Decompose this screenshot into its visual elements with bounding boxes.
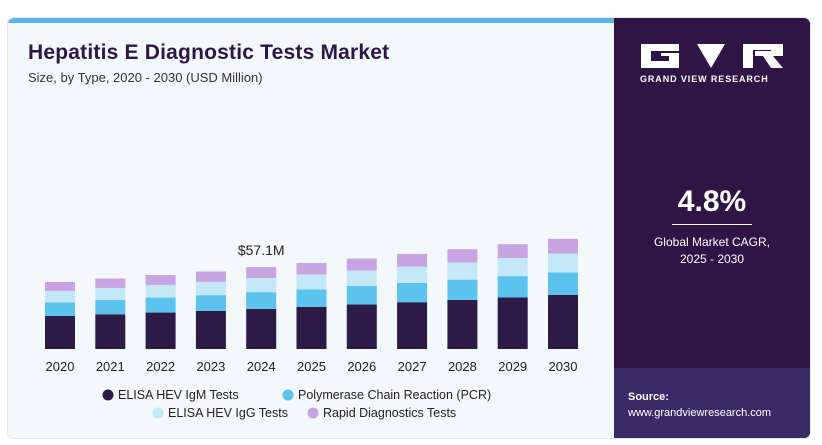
legend-swatch-elisa-hev-igg-tests: [152, 407, 164, 419]
bar-2025-polymerase-chain-reaction-pcr: [296, 289, 327, 307]
source-panel: [614, 368, 810, 438]
bar-2020-elisa-hev-igg-tests: [45, 290, 75, 303]
x-tick-label-2028: 2028: [448, 359, 477, 374]
bar-2026-polymerase-chain-reaction-pcr: [346, 286, 377, 305]
bar-2025-rapid-diagnostics-tests: [296, 263, 327, 275]
x-tick-label-2020: 2020: [46, 359, 75, 374]
bar-2020-polymerase-chain-reaction-pcr: [45, 302, 75, 316]
page-subtitle: Size, by Type, 2020 - 2030 (USD Million): [28, 70, 263, 85]
bar-2025-elisa-hev-igm-tests: [296, 306, 327, 349]
brand-name: GRAND VIEW RESEARCH: [640, 74, 769, 84]
chart-panel: Hepatitis E Diagnostic Tests Market Size…: [8, 18, 614, 438]
x-tick-label-2023: 2023: [196, 359, 225, 374]
bar-2030-elisa-hev-igg-tests: [548, 253, 578, 273]
legend-swatch-rapid-diagnostics-tests: [307, 407, 319, 419]
source-link[interactable]: www.grandviewresearch.com: [628, 407, 772, 419]
bar-2029-rapid-diagnostics-tests: [497, 244, 528, 259]
cagr-label: Global Market CAGR, 2025 - 2030: [614, 234, 810, 268]
bar-2024-elisa-hev-igm-tests: [246, 308, 277, 349]
x-tick-label-2027: 2027: [398, 359, 427, 374]
legend-swatch-polymerase-chain-reaction-pcr: [282, 389, 294, 401]
x-tick-label-2025: 2025: [297, 359, 326, 374]
bar-2029-elisa-hev-igg-tests: [497, 258, 528, 277]
bar-2024-rapid-diagnostics-tests: [246, 267, 277, 279]
bar-2024-polymerase-chain-reaction-pcr: [246, 292, 277, 309]
bar-2028-rapid-diagnostics-tests: [447, 249, 478, 263]
bar-2030-polymerase-chain-reaction-pcr: [548, 272, 578, 295]
bar-2027-elisa-hev-igm-tests: [397, 302, 428, 349]
legend-label-elisa-hev-igm-tests: ELISA HEV IgM Tests: [118, 388, 239, 402]
bar-2022-rapid-diagnostics-tests: [145, 275, 176, 285]
bar-2028-elisa-hev-igm-tests: [447, 299, 478, 349]
bar-2027-polymerase-chain-reaction-pcr: [397, 282, 428, 303]
x-tick-label-2026: 2026: [347, 359, 376, 374]
bar-2030-elisa-hev-igm-tests: [548, 294, 578, 349]
bar-2021-rapid-diagnostics-tests: [95, 278, 126, 288]
bar-2028-polymerase-chain-reaction-pcr: [447, 279, 478, 300]
bar-2027-elisa-hev-igg-tests: [397, 266, 428, 283]
bar-2023-elisa-hev-igg-tests: [195, 281, 226, 296]
x-tick-label-2024: 2024: [247, 359, 276, 374]
bar-2029-elisa-hev-igm-tests: [497, 297, 528, 349]
legend-swatch-elisa-hev-igm-tests: [102, 389, 114, 401]
stacked-bar-chart: 2020 2021 2022 2023 2024 $57.1M 2025 2026 2027 20…: [45, 238, 578, 420]
bar-2028-elisa-hev-igg-tests: [447, 262, 478, 280]
cagr-divider: [672, 224, 752, 225]
legend-label-elisa-hev-igg-tests: ELISA HEV IgG Tests: [168, 406, 288, 420]
x-tick-label-2030: 2030: [549, 359, 578, 374]
cagr-value: 4.8%: [677, 185, 747, 218]
bar-2030-rapid-diagnostics-tests: [548, 238, 578, 254]
report-card: Hepatitis E Diagnostic Tests Market Size…: [8, 18, 810, 438]
bar-2023-rapid-diagnostics-tests: [195, 271, 226, 282]
source-label: Source:: [628, 391, 669, 403]
page-title: Hepatitis E Diagnostic Tests Market: [28, 41, 390, 64]
bar-2021-elisa-hev-igm-tests: [95, 314, 126, 349]
bar-2020-rapid-diagnostics-tests: [45, 281, 75, 291]
bar-2020-elisa-hev-igm-tests: [45, 315, 75, 349]
bar-2027-rapid-diagnostics-tests: [397, 253, 428, 267]
cagr-label-line2: 2025 - 2030: [679, 252, 745, 266]
bar-2029-polymerase-chain-reaction-pcr: [497, 276, 528, 298]
x-tick-label-2022: 2022: [146, 359, 175, 374]
bar-2024-elisa-hev-igg-tests: [246, 278, 277, 293]
bar-2026-elisa-hev-igm-tests: [346, 304, 377, 349]
bar-2022-elisa-hev-igm-tests: [145, 312, 176, 349]
bar-2021-polymerase-chain-reaction-pcr: [95, 300, 126, 315]
bar-2022-polymerase-chain-reaction-pcr: [145, 297, 176, 313]
bar-2023-polymerase-chain-reaction-pcr: [195, 295, 226, 311]
cagr-label-line1: Global Market CAGR,: [653, 235, 771, 249]
x-tick-label-2021: 2021: [96, 359, 125, 374]
grand-view-research-logo: [641, 44, 783, 68]
bar-2022-elisa-hev-igg-tests: [145, 284, 176, 298]
legend-label-rapid-diagnostics-tests: Rapid Diagnostics Tests: [323, 406, 456, 420]
bar-2026-rapid-diagnostics-tests: [346, 258, 377, 271]
legend-label-polymerase-chain-reaction-pcr: Polymerase Chain Reaction (PCR): [298, 388, 491, 402]
bar-2023-elisa-hev-igm-tests: [195, 310, 226, 349]
bar-2025-elisa-hev-igg-tests: [296, 274, 327, 290]
sidebar: GRAND VIEW RESEARCH 4.8% Global Market C…: [614, 18, 810, 438]
data-label-2024: $57.1M: [238, 242, 285, 258]
bar-2026-elisa-hev-igg-tests: [346, 270, 377, 287]
bar-2021-elisa-hev-igg-tests: [95, 287, 126, 301]
x-tick-label-2029: 2029: [498, 359, 527, 374]
